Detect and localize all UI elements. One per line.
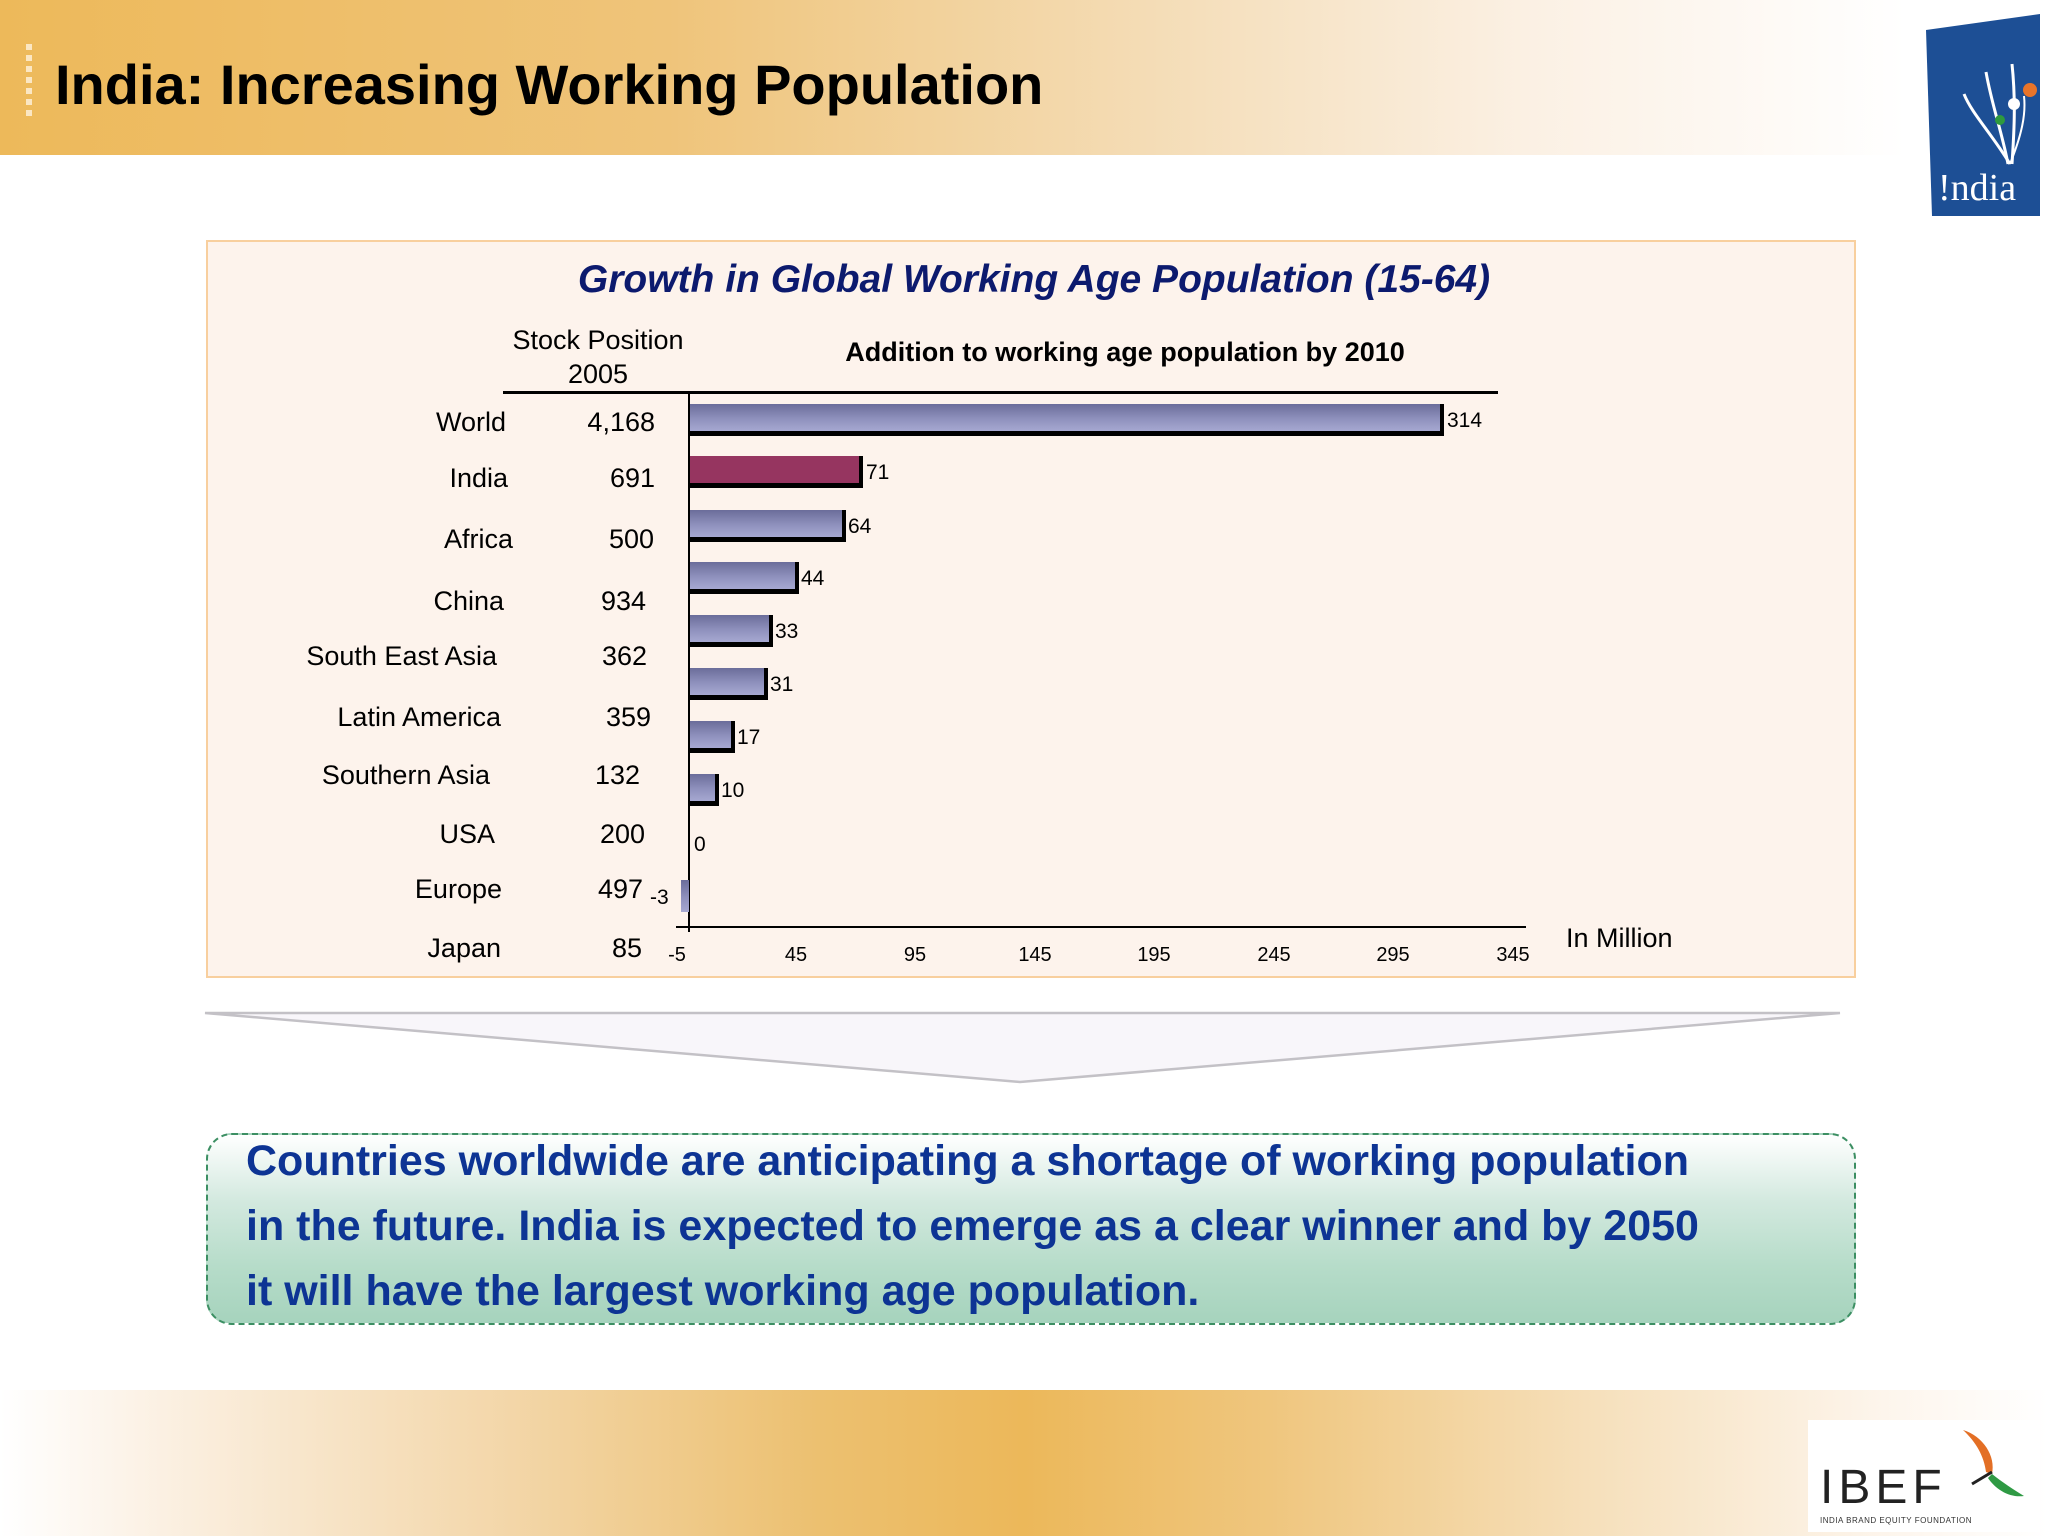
x-tick: 145 bbox=[1018, 944, 1052, 966]
row-label-usa: USA bbox=[439, 819, 495, 849]
ibef-bird-icon bbox=[1963, 1430, 2024, 1497]
row-label-world: World bbox=[435, 407, 506, 437]
unit-label: In Million bbox=[1566, 923, 1673, 953]
page-title: India: Increasing Working Population bbox=[55, 53, 1044, 116]
stock-value-usa: 200 bbox=[599, 819, 645, 849]
bar-china bbox=[690, 562, 799, 594]
bar-india bbox=[690, 456, 863, 488]
x-tick: 45 bbox=[784, 944, 808, 966]
x-tick: 245 bbox=[1257, 944, 1291, 966]
bar-south-east-asia bbox=[690, 615, 773, 647]
bar-latin-america bbox=[690, 668, 768, 700]
bar-value-usa: 10 bbox=[721, 779, 745, 802]
bar-value-europe: 0 bbox=[694, 833, 706, 856]
y-axis bbox=[688, 392, 690, 932]
ibef-tagline: INDIA BRAND EQUITY FOUNDATION bbox=[1820, 1516, 1972, 1525]
bar-usa bbox=[690, 774, 719, 806]
row-label-africa: Africa bbox=[443, 524, 513, 554]
stock-value-southern-asia: 132 bbox=[594, 760, 640, 790]
stock-value-japan: 85 bbox=[611, 933, 642, 963]
stock-value-africa: 500 bbox=[608, 524, 654, 554]
down-arrow-icon bbox=[204, 1011, 1841, 1084]
callout-box: Countries worldwide are anticipating a s… bbox=[206, 1133, 1856, 1325]
footer-band bbox=[0, 1390, 2048, 1536]
header-divider bbox=[26, 44, 32, 118]
stock-value-india: 691 bbox=[609, 463, 655, 493]
bar-africa bbox=[690, 510, 846, 542]
x-tick: 195 bbox=[1137, 944, 1171, 966]
callout-text: Countries worldwide are anticipating a s… bbox=[246, 1129, 1834, 1324]
chart-title: Growth in Global Working Age Population … bbox=[577, 258, 1491, 301]
stock-position-header: Stock Position 2005 bbox=[470, 323, 726, 391]
stock-value-europe: 497 bbox=[597, 874, 643, 904]
ibef-wordmark: IBEF bbox=[1820, 1461, 1947, 1514]
row-label-latin-america: Latin America bbox=[337, 702, 501, 732]
callout-line-1: Countries worldwide are anticipating a s… bbox=[246, 1137, 1689, 1185]
stock-header-line1: Stock Position bbox=[512, 325, 684, 355]
bar-value-south-east-asia: 33 bbox=[775, 620, 799, 643]
bar-japan bbox=[681, 880, 689, 912]
row-label-japan: Japan bbox=[427, 933, 501, 963]
x-tick: 295 bbox=[1376, 944, 1410, 966]
bar-value-africa: 64 bbox=[848, 515, 872, 538]
stock-value-world: 4,168 bbox=[587, 407, 655, 437]
x-tick: -5 bbox=[668, 944, 686, 966]
row-label-south-east-asia: South East Asia bbox=[306, 641, 497, 671]
bar-value-world: 314 bbox=[1447, 409, 1483, 432]
callout-line-3: it will have the largest working age pop… bbox=[246, 1267, 1200, 1315]
callout-line-2: in the future. India is expected to emer… bbox=[246, 1202, 1699, 1250]
bar-value-southern-asia: 17 bbox=[737, 726, 761, 749]
row-label-india: India bbox=[449, 463, 508, 493]
stock-value-latin-america: 359 bbox=[605, 702, 651, 732]
header-band: India: Increasing Working Population bbox=[0, 0, 1905, 155]
bar-southern-asia bbox=[690, 721, 735, 753]
chart-frame bbox=[206, 240, 1856, 978]
svg-text:!ndia: !ndia bbox=[1938, 167, 2016, 209]
row-label-southern-asia: Southern Asia bbox=[321, 760, 490, 790]
india-brand-logo: !ndia bbox=[1922, 14, 2042, 216]
ibef-logo: IBEF INDIA BRAND EQUITY FOUNDATION bbox=[1808, 1420, 2040, 1532]
row-label-europe: Europe bbox=[414, 874, 502, 904]
bar-value-japan: -3 bbox=[650, 886, 669, 909]
stock-header-line2: 2005 bbox=[567, 359, 629, 389]
bar-value-china: 44 bbox=[801, 567, 825, 590]
header-rule bbox=[503, 391, 1498, 394]
x-tick: 95 bbox=[903, 944, 927, 966]
x-axis bbox=[676, 926, 1526, 928]
bar-world bbox=[690, 404, 1444, 436]
addition-header: Addition to working age population by 20… bbox=[845, 337, 1405, 367]
row-label-china: China bbox=[433, 586, 504, 616]
stock-value-china: 934 bbox=[600, 586, 646, 616]
x-tick: 345 bbox=[1496, 944, 1530, 966]
bar-value-latin-america: 31 bbox=[770, 673, 794, 696]
stock-value-south-east-asia: 362 bbox=[601, 641, 647, 671]
bar-value-india: 71 bbox=[866, 461, 890, 484]
